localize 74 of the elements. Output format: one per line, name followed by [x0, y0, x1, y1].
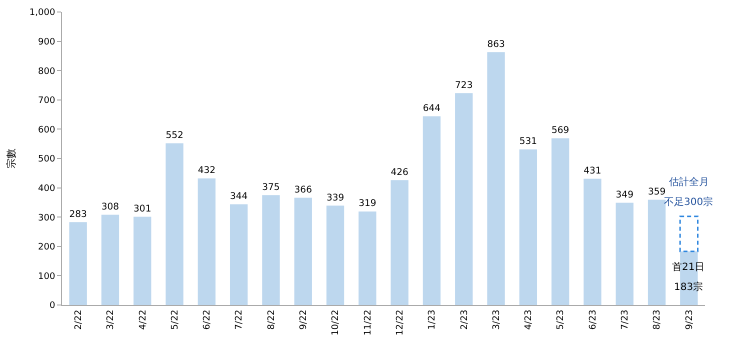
x-tick-label: 5/22	[170, 310, 180, 330]
y-tick-label: 600	[38, 125, 56, 136]
x-tick-label: 2/22	[74, 310, 84, 330]
x-tick-label: 6/23	[588, 310, 598, 330]
bar	[390, 180, 408, 305]
data-label: 375	[262, 182, 280, 193]
data-label: 432	[198, 165, 216, 176]
data-label: 723	[455, 80, 473, 91]
x-tick-label: 12/22	[396, 310, 406, 336]
x-tick-label: 2/23	[460, 310, 470, 330]
bar	[69, 222, 87, 305]
data-label: 644	[422, 102, 441, 114]
bar	[294, 198, 312, 305]
y-axis-title: 宗數	[5, 148, 18, 168]
y-tick-label: 300	[38, 213, 56, 224]
bar	[134, 216, 152, 305]
bar	[422, 116, 441, 305]
bar	[487, 52, 505, 305]
x-tick-label: 11/22	[363, 310, 374, 336]
annotation: 183宗	[674, 281, 704, 293]
bar	[101, 214, 120, 305]
y-tick-label: 1,000	[29, 8, 56, 18]
data-label: 283	[69, 208, 88, 220]
x-tick-label: 8/23	[652, 310, 663, 330]
annotation: 估計全月	[669, 176, 709, 188]
y-tick-label: 500	[38, 154, 56, 165]
y-tick-label: 100	[38, 272, 56, 282]
data-label: 531	[519, 136, 538, 148]
data-label: 569	[551, 124, 570, 136]
x-tick-label: 3/23	[492, 310, 502, 330]
data-label: 349	[616, 189, 634, 200]
bar	[519, 149, 538, 305]
y-tick-label: 800	[38, 66, 56, 77]
bar	[584, 178, 602, 305]
y-tick-label: 400	[38, 184, 56, 194]
x-tick-label: 5/23	[556, 310, 566, 330]
y-tick-label: 200	[38, 242, 56, 253]
data-label: 301	[134, 203, 152, 214]
bar	[648, 200, 666, 305]
bar	[198, 178, 216, 305]
x-tick-label: 4/23	[524, 310, 534, 330]
data-label: 308	[101, 201, 120, 212]
x-tick-label: 10/22	[331, 310, 342, 336]
data-label: 431	[584, 165, 602, 176]
data-label: 344	[230, 190, 248, 202]
x-tick-label: 6/22	[202, 310, 213, 330]
bar	[455, 93, 473, 305]
y-tick-label: 700	[38, 96, 56, 106]
y-tick-label: 0	[49, 301, 56, 312]
x-tick-label: 7/23	[620, 310, 631, 330]
bar	[262, 195, 280, 305]
data-label: 426	[390, 166, 409, 178]
x-tick-label: 4/22	[138, 310, 148, 330]
x-tick-label: 9/23	[684, 310, 695, 330]
bar	[166, 143, 184, 305]
data-label: 359	[648, 186, 666, 198]
y-tick-label: 900	[38, 37, 56, 48]
x-tick-label: 8/22	[266, 310, 277, 330]
data-label: 319	[358, 198, 376, 210]
x-tick-label: 9/22	[299, 310, 310, 330]
x-tick-label: 1/23	[428, 310, 438, 330]
bar	[616, 202, 634, 305]
data-label: 366	[294, 184, 312, 196]
bar	[358, 212, 376, 305]
data-label: 863	[487, 38, 505, 50]
data-label: 552	[166, 130, 184, 141]
annotation: 首21日	[672, 261, 705, 273]
x-tick-label: 7/22	[234, 310, 245, 330]
bar	[326, 206, 344, 305]
bar	[230, 204, 248, 305]
data-label: 339	[326, 192, 344, 204]
x-tick-label: 3/22	[106, 310, 116, 330]
bar	[551, 138, 570, 305]
annotation: 不足300宗	[664, 196, 714, 208]
